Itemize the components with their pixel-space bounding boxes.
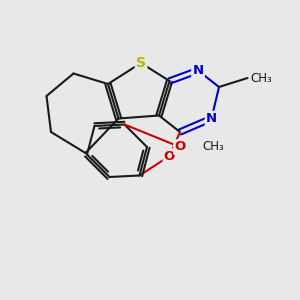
Text: S: S	[136, 56, 146, 70]
Text: CH₃: CH₃	[202, 140, 224, 154]
Text: N: N	[192, 64, 204, 77]
Text: O: O	[174, 140, 186, 154]
Text: CH₃: CH₃	[250, 71, 272, 85]
Text: N: N	[206, 112, 217, 125]
Text: O: O	[164, 149, 175, 163]
